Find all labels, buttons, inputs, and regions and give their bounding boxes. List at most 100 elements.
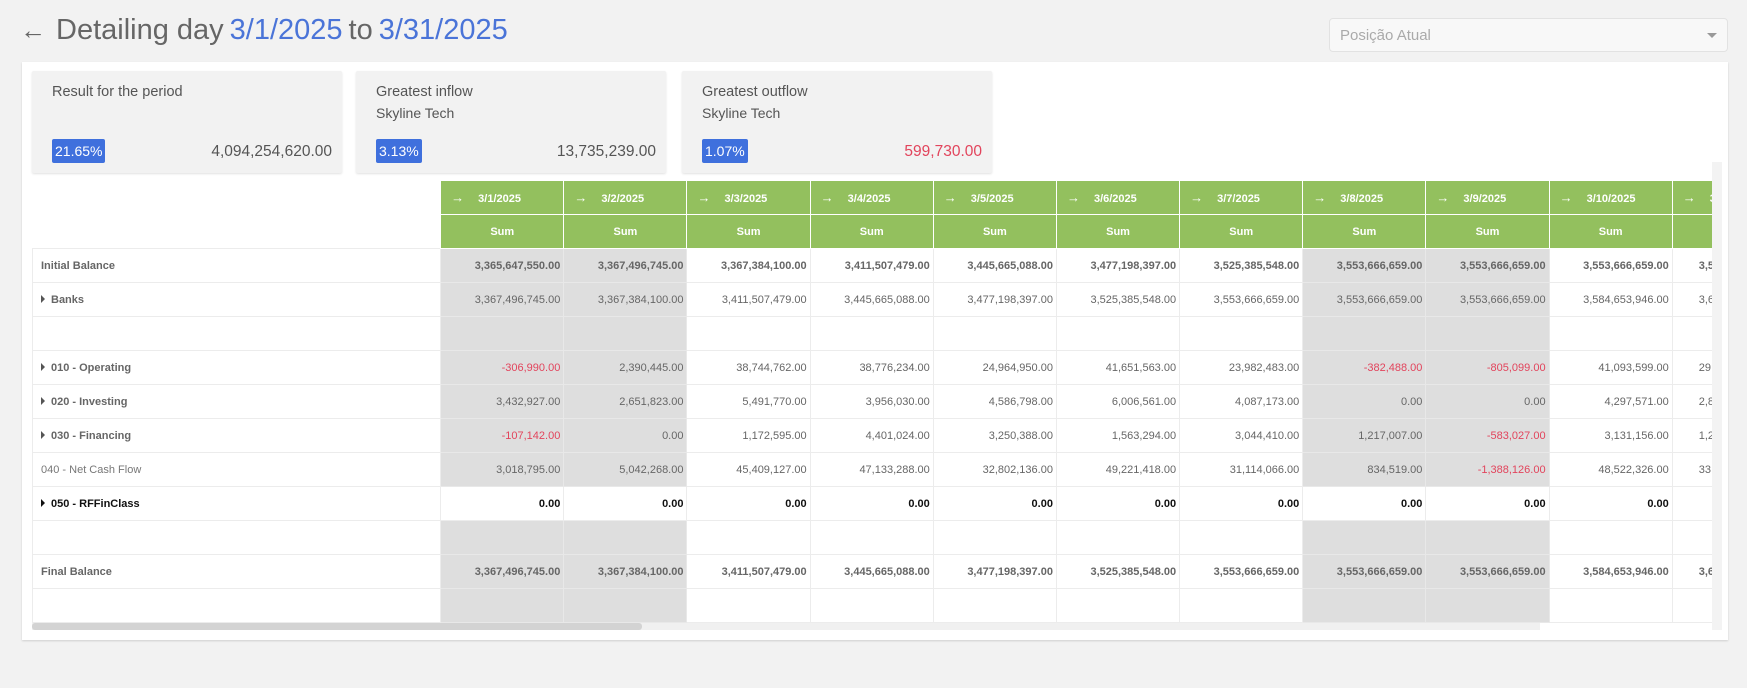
- value-cell: 29,09: [1671, 350, 1712, 385]
- column-header-date[interactable]: → 3/9/2025: [1425, 180, 1550, 215]
- date-label: 3/4/2025: [847, 193, 891, 205]
- value-cell: 0.00: [1425, 384, 1550, 419]
- value-cell: 48,522,326.00: [1548, 452, 1673, 487]
- value-cell: [1671, 588, 1712, 623]
- column-header-date[interactable]: → 3/7/2025: [1179, 180, 1304, 215]
- expand-arrow-icon[interactable]: →: [1559, 190, 1573, 205]
- expand-triangle-icon[interactable]: [41, 362, 45, 371]
- value-cell: [1055, 520, 1181, 555]
- expand-arrow-icon[interactable]: →: [1436, 190, 1450, 205]
- value-cell: [1302, 588, 1427, 623]
- expand-arrow-icon[interactable]: →: [1313, 190, 1327, 205]
- expand-arrow-icon[interactable]: →: [697, 190, 711, 205]
- expand-arrow-icon[interactable]: →: [943, 190, 957, 205]
- column-header-date[interactable]: → 3/8/2025: [1302, 180, 1427, 215]
- row-label[interactable]: 050 - RFFinClass: [32, 486, 442, 521]
- value-cell: 0.00: [1425, 486, 1550, 521]
- back-arrow-icon[interactable]: ←: [20, 15, 46, 45]
- row-label[interactable]: 010 - Operating: [32, 350, 442, 385]
- value-cell: 0.00: [1302, 486, 1427, 521]
- table-row: [32, 588, 1712, 623]
- expand-triangle-icon[interactable]: [41, 498, 45, 507]
- value-cell: 834,519.00: [1302, 452, 1427, 487]
- value-cell: 3,367,384,100.00: [563, 282, 688, 317]
- expand-arrow-icon[interactable]: →: [820, 190, 834, 205]
- value-cell: 3,618,38: [1671, 282, 1712, 317]
- date-label: 3/1/2025: [478, 193, 521, 205]
- value-cell: 3,365,647,550.00: [440, 248, 565, 283]
- value-cell: 0.00: [1055, 486, 1181, 521]
- column-header-date[interactable]: → 3/4/2025: [809, 180, 934, 215]
- measure-header: Sum: [1671, 214, 1712, 249]
- row-label: [32, 520, 442, 555]
- column-header-date[interactable]: → 3/5/2025: [932, 180, 1057, 215]
- row-label[interactable]: Banks: [32, 282, 442, 317]
- value-cell: 1,172,595.00: [686, 418, 811, 453]
- expand-triangle-icon[interactable]: [41, 430, 45, 439]
- end-date-link[interactable]: 3/31/2025: [378, 14, 508, 46]
- expand-triangle-icon[interactable]: [41, 294, 45, 303]
- value-cell: 3,553,666,659.00: [1302, 248, 1427, 283]
- value-cell: 3,553,666,659.00: [1425, 554, 1550, 589]
- content-panel: Result for the period 21.65% 4,094,254,6…: [22, 62, 1728, 640]
- vertical-scrollbar[interactable]: [1712, 162, 1722, 630]
- value-cell: [1425, 520, 1550, 555]
- row-label-text: Initial Balance: [41, 259, 115, 272]
- column-header-date[interactable]: → 3/1/2025: [440, 180, 565, 215]
- value-cell: [1179, 316, 1304, 351]
- expand-arrow-icon[interactable]: →: [1066, 190, 1080, 205]
- expand-arrow-icon[interactable]: →: [1682, 190, 1696, 205]
- title-prefix: Detailing day: [56, 14, 224, 46]
- value-cell: -1,388,126.00: [1425, 452, 1550, 487]
- chevron-down-icon: [1707, 32, 1717, 38]
- start-date-link[interactable]: 3/1/2025: [229, 14, 343, 46]
- card-greatest-outflow: Greatest outflow Skyline Tech 1.07% 599,…: [682, 71, 992, 173]
- value-cell: 4,401,024.00: [809, 418, 934, 453]
- value-cell: 0.00: [563, 418, 688, 453]
- value-cell: 0.00: [440, 486, 565, 521]
- expand-triangle-icon[interactable]: [41, 396, 45, 405]
- date-label: 3/2/2025: [601, 193, 645, 205]
- value-cell: 3,477,198,397.00: [932, 282, 1057, 317]
- row-label-text: 020 - Investing: [51, 395, 128, 408]
- row-label[interactable]: 030 - Financing: [32, 418, 442, 453]
- date-label: 3/5/2025: [970, 193, 1014, 205]
- value-cell: [563, 316, 688, 351]
- table-row: Final Balance 3,367,496,745.00 3,367,384,1…: [32, 554, 1712, 589]
- column-header-date[interactable]: → 3/10/2025: [1548, 180, 1673, 215]
- column-header-date[interactable]: → 3/11/2025: [1671, 180, 1712, 215]
- value-cell: -382,488.00: [1302, 350, 1427, 385]
- value-cell: 3,553,666,659.00: [1425, 248, 1550, 283]
- value-cell: [440, 520, 565, 555]
- scrollbar-thumb[interactable]: [32, 623, 642, 630]
- value-cell: 38,776,234.00: [809, 350, 934, 385]
- expand-arrow-icon[interactable]: →: [574, 190, 588, 205]
- row-label[interactable]: 020 - Investing: [32, 384, 442, 419]
- row-label-text: Final Balance: [41, 565, 112, 578]
- value-cell: -583,027.00: [1425, 418, 1550, 453]
- row-label: Initial Balance: [32, 248, 442, 283]
- column-header-date[interactable]: → 3/6/2025: [1055, 180, 1181, 215]
- cash-flow-pivot-table: → 3/1/2025 → 3/2/2025 → 3/3/2025 → 3/4/2025 → 3/5…: [32, 180, 1712, 623]
- value-cell: [809, 520, 934, 555]
- date-label: 3/8/2025: [1340, 193, 1384, 205]
- value-cell: 3,432,927.00: [440, 384, 565, 419]
- value-cell: [932, 520, 1057, 555]
- expand-arrow-icon[interactable]: →: [451, 190, 465, 205]
- column-header-date[interactable]: → 3/2/2025: [563, 180, 688, 215]
- measure-header: Sum: [563, 214, 688, 249]
- column-header-date[interactable]: → 3/3/2025: [686, 180, 811, 215]
- measure-header: Sum: [1055, 214, 1181, 249]
- value-cell: 3,367,384,100.00: [686, 248, 811, 283]
- value-cell: 3,411,507,479.00: [809, 248, 934, 283]
- position-select[interactable]: Posição Atual: [1329, 18, 1728, 52]
- value-cell: [563, 588, 688, 623]
- expand-arrow-icon[interactable]: →: [1190, 190, 1204, 205]
- value-cell: 45,409,127.00: [686, 452, 811, 487]
- row-label-text: 050 - RFFinClass: [51, 497, 140, 510]
- table-row: 040 - Net Cash Flow 3,018,795.00 5,042,268…: [32, 452, 1712, 487]
- horizontal-scrollbar[interactable]: [32, 623, 1540, 630]
- card-result-period: Result for the period 21.65% 4,094,254,6…: [32, 71, 342, 173]
- card-value: 4,094,254,620.00: [211, 143, 332, 160]
- measure-header: Sum: [809, 214, 934, 249]
